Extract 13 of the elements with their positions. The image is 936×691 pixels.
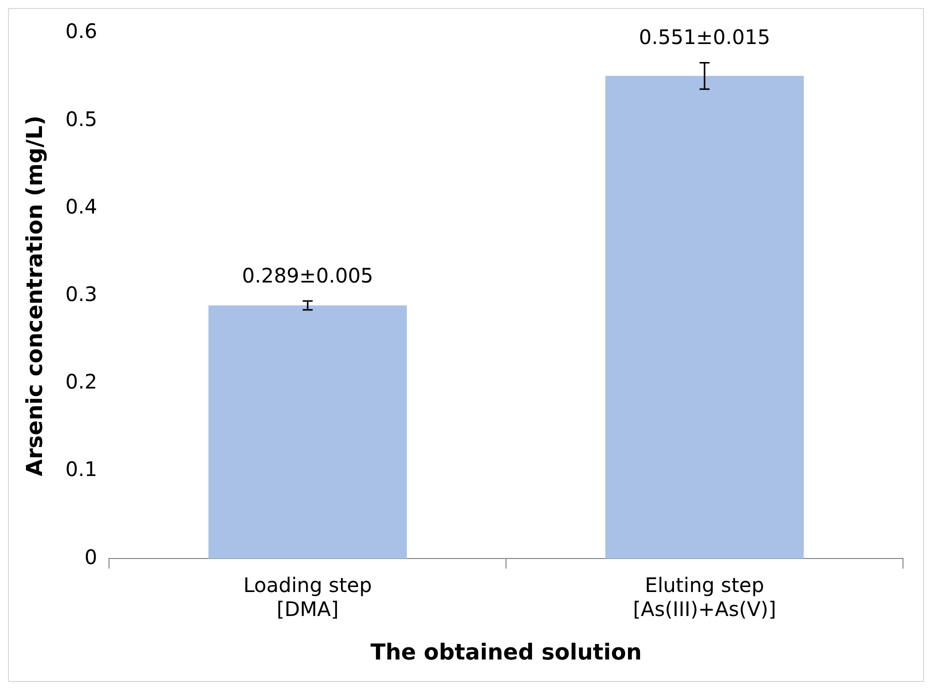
- y-tick-label: 0.5: [65, 106, 98, 131]
- x-tick-label: Eluting step [As(III)+As(V)]: [632, 572, 776, 621]
- y-tick-label: 0: [84, 544, 98, 569]
- y-tick-label: 0.4: [65, 194, 98, 218]
- y-tick-label: 0.3: [65, 282, 98, 306]
- y-tick-label: 0.1: [65, 457, 98, 482]
- x-tick-label: Loading step [DMA]: [243, 572, 372, 621]
- y-axis-title: Arsenic concentration (mg/L): [22, 115, 48, 476]
- data-label: 0.551±0.015: [638, 24, 770, 49]
- y-tick-label: 0.2: [65, 370, 98, 394]
- data-label: 0.289±0.005: [242, 263, 374, 288]
- y-tick-label: 0.6: [65, 19, 98, 44]
- x-axis-title: The obtained solution: [370, 640, 642, 666]
